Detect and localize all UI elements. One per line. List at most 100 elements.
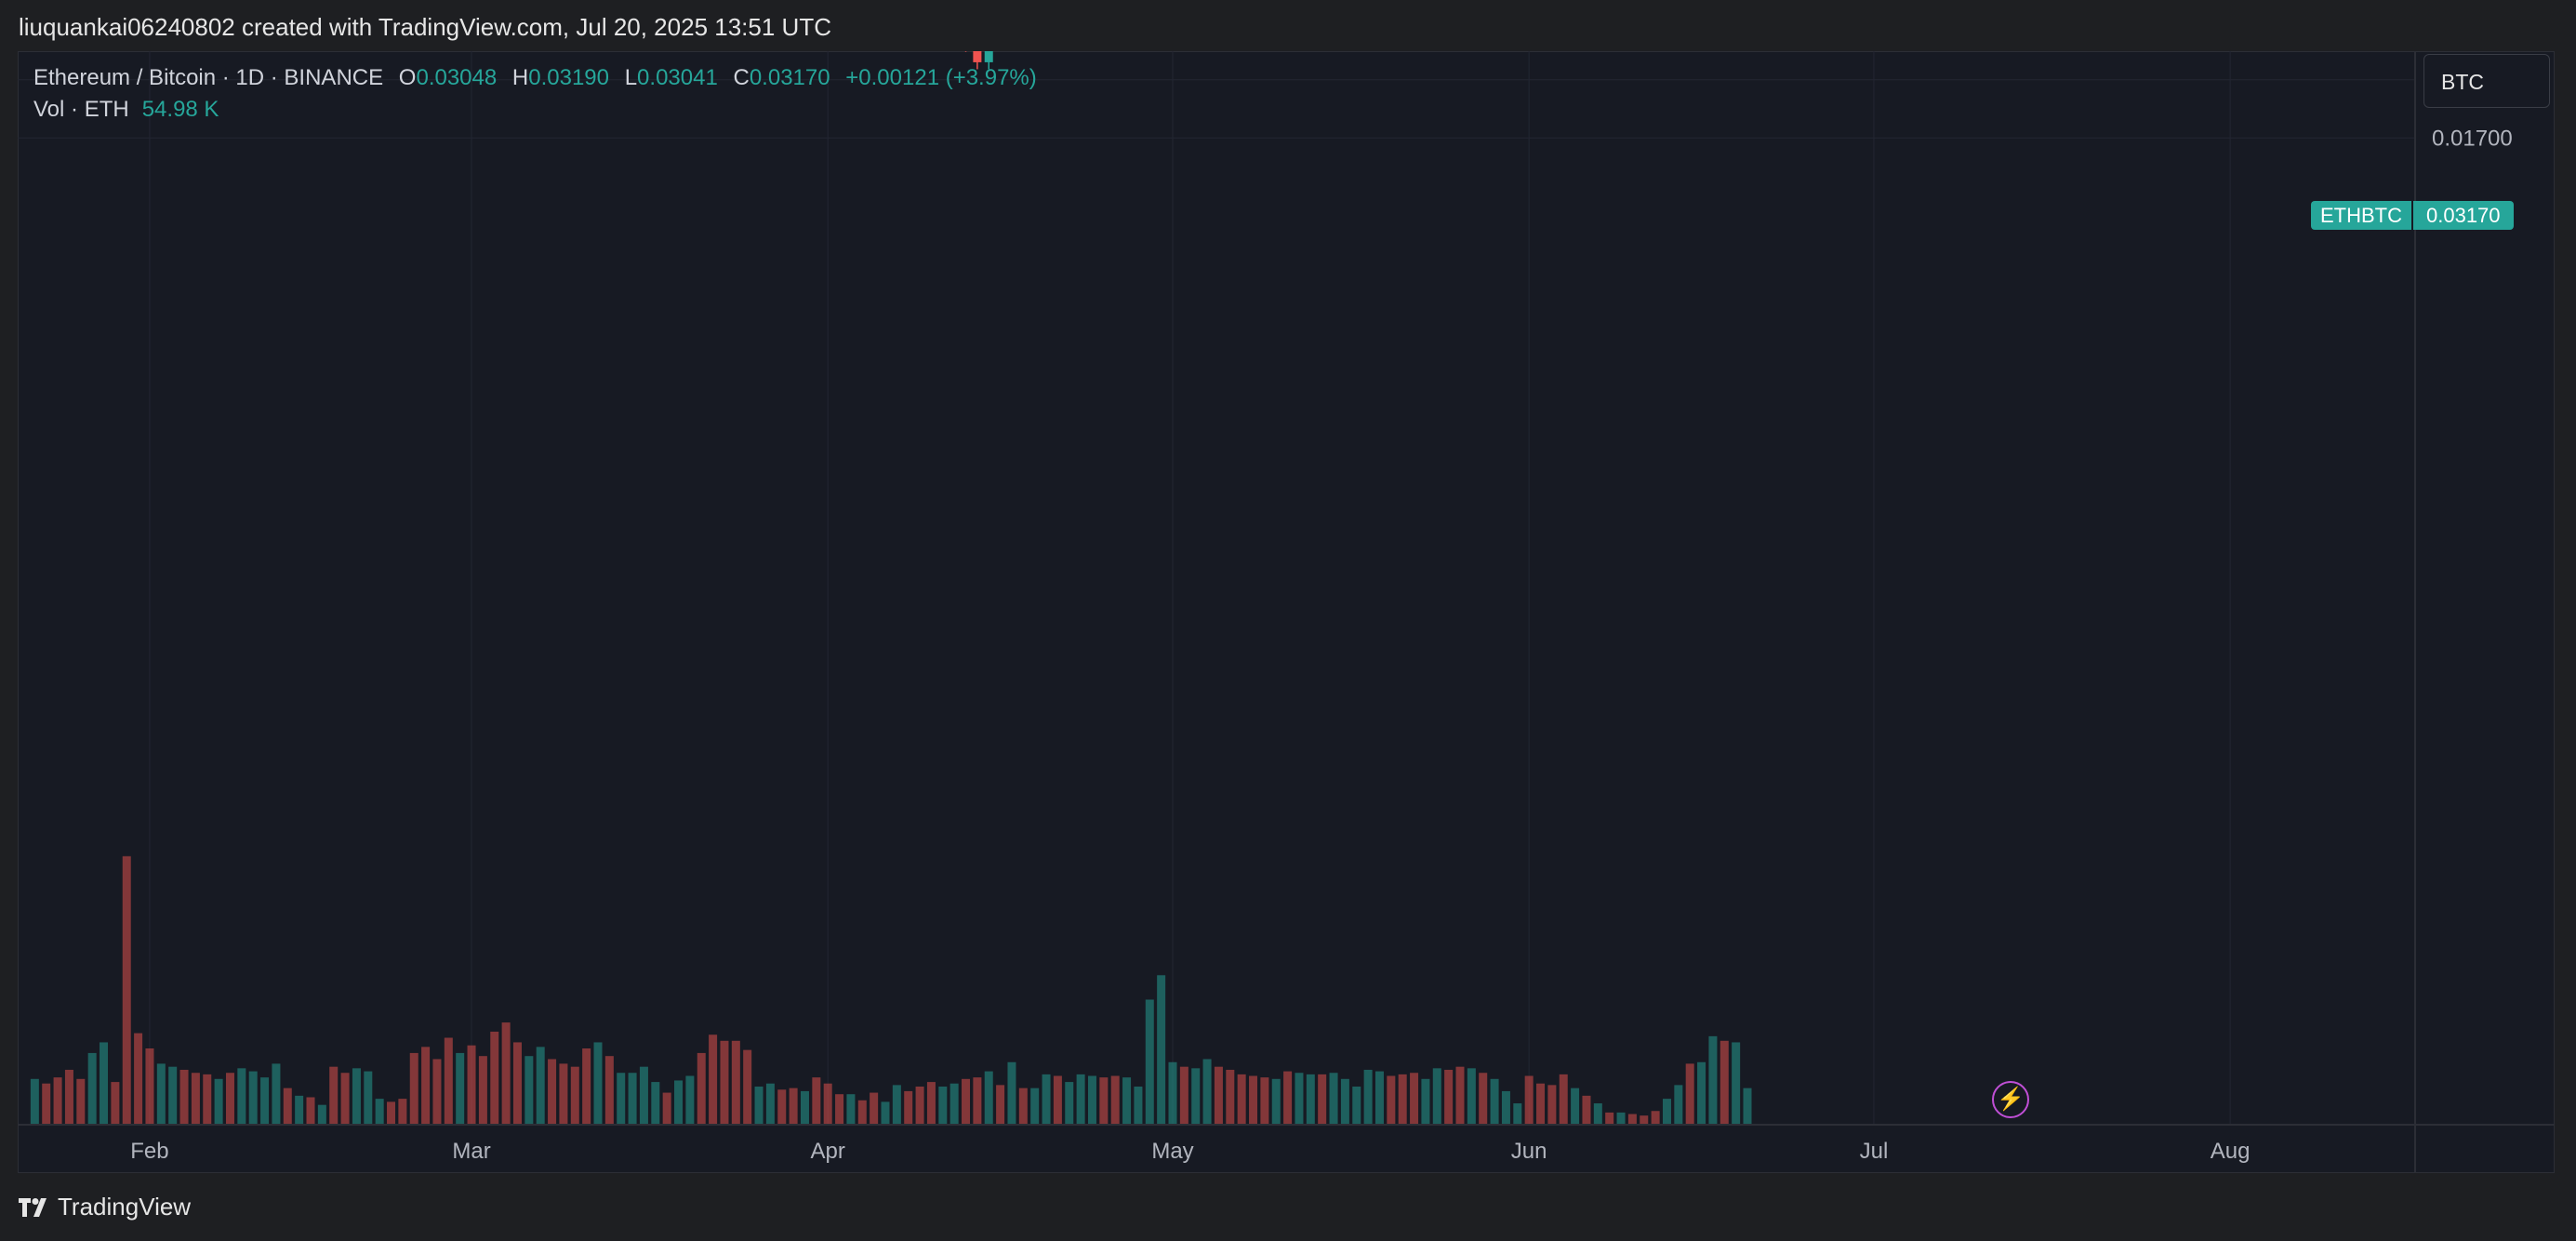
volume-bar (30, 1078, 39, 1125)
top-bar: liuquankai06240802 created with TradingV… (0, 0, 2576, 52)
candle (964, 51, 967, 52)
volume-bar (1179, 1066, 1188, 1125)
candle (984, 51, 993, 70)
brand-name: TradingView (58, 1193, 192, 1221)
volume-bar (87, 1052, 97, 1125)
volume-bar (1283, 1071, 1293, 1125)
volume-bar (64, 1069, 73, 1125)
volume-bar (1271, 1078, 1281, 1125)
volume-bar (582, 1048, 591, 1125)
volume-bar (973, 1077, 982, 1125)
chart-canvas[interactable]: 0.033000.032000.031000.030000.029000.028… (18, 51, 2555, 1173)
volume-bar (870, 1092, 879, 1125)
volume-bar (456, 1052, 465, 1125)
chart-panel[interactable] (18, 51, 2555, 1173)
volume-bar (145, 1048, 154, 1125)
volume-bar (1374, 1071, 1384, 1125)
change-value: +0.00121 (+3.97%) (845, 65, 1037, 90)
volume-bar (536, 1047, 545, 1125)
volume-bar (1571, 1088, 1580, 1125)
volume-bar (1467, 1068, 1476, 1125)
volume-bar (1593, 1103, 1602, 1125)
time-tick-label: May (1151, 1139, 1193, 1164)
volume-bar (272, 1063, 281, 1125)
volume-bar (1662, 1099, 1671, 1125)
time-axis[interactable]: Feb Mar Apr May Jun Jul Aug (130, 1139, 2250, 1164)
open-value: 0.03048 (416, 65, 498, 90)
flash-icon[interactable]: ⚡ (1992, 1081, 2029, 1118)
currency-button[interactable]: BTC (2423, 54, 2550, 108)
volume-bar (1134, 1087, 1143, 1125)
time-tick-label: Mar (452, 1139, 490, 1164)
volume-bar (398, 1099, 407, 1125)
candlesticks (964, 51, 993, 70)
volume-bar (179, 1069, 189, 1125)
volume-bar (248, 1071, 258, 1125)
volume-bar (432, 1059, 442, 1125)
time-tick-label: Feb (130, 1139, 168, 1164)
volume-bar (731, 1040, 740, 1125)
volume-label[interactable]: Vol · ETH (33, 97, 129, 122)
volume-bar (1536, 1083, 1546, 1125)
volume-bar (203, 1074, 212, 1125)
volume-bar (1640, 1115, 1649, 1125)
close-value: 0.03170 (749, 65, 830, 90)
tradingview-logo-icon (19, 1197, 46, 1217)
volume-bar (881, 1101, 890, 1125)
symbol-label[interactable]: Ethereum / Bitcoin · 1D · BINANCE (33, 65, 384, 90)
volume-bar (1226, 1069, 1235, 1125)
volume-bar (1191, 1068, 1201, 1125)
volume-bar (1479, 1073, 1488, 1125)
high-label: H (511, 65, 529, 90)
ohlc-legend: Ethereum / Bitcoin · 1D · BINANCE O0.030… (33, 65, 1037, 91)
volume-bar (1295, 1073, 1304, 1125)
volume-bar (628, 1073, 637, 1125)
price-tag-symbol: ETHBTC (2311, 201, 2411, 230)
volume-bar (1708, 1035, 1718, 1125)
volume-bar (800, 1090, 809, 1125)
volume-bar (662, 1092, 671, 1125)
volume-bar (570, 1066, 579, 1125)
volume-bar (1720, 1040, 1729, 1125)
volume-bar (812, 1077, 821, 1125)
volume-bar (478, 1056, 487, 1125)
volume-bar (501, 1022, 511, 1125)
volume-bar (1743, 1088, 1752, 1125)
volume-bar (237, 1068, 246, 1125)
candle-body (973, 51, 982, 62)
volume-bar (352, 1068, 361, 1125)
low-label: L (624, 65, 638, 90)
chart-credit: liuquankai06240802 created with TradingV… (19, 13, 831, 41)
time-tick-label: Apr (811, 1139, 845, 1164)
volume-bar (306, 1097, 315, 1125)
tradingview-logo[interactable]: TradingView (19, 1193, 191, 1221)
volume-bar (76, 1078, 86, 1125)
volume-legend: Vol · ETH 54.98 K (33, 97, 219, 123)
volume-bar (1318, 1074, 1327, 1125)
close-label: C (733, 65, 750, 90)
volume-bar (1087, 1075, 1096, 1125)
volume-bar (1387, 1075, 1396, 1125)
volume-value: 54.98 K (141, 97, 219, 122)
volume-bar (1627, 1114, 1637, 1125)
volume-bar (1157, 975, 1166, 1125)
volume-bar (709, 1034, 718, 1125)
volume-bar (617, 1073, 626, 1125)
volume-bar (1455, 1066, 1465, 1125)
candle (973, 51, 982, 70)
low-value: 0.03041 (637, 65, 718, 90)
volume-bar (962, 1078, 971, 1125)
volume-bar (835, 1094, 844, 1125)
volume-bar (938, 1087, 948, 1125)
volume-bar (467, 1045, 476, 1125)
volume-bar (949, 1083, 959, 1125)
volume-bar (548, 1059, 557, 1125)
volume-bar (1053, 1075, 1062, 1125)
volume-bar (1018, 1088, 1028, 1125)
volume-bar (996, 1085, 1005, 1125)
volume-bar (1168, 1061, 1177, 1125)
volume-bar (375, 1099, 384, 1125)
volume-bar (1582, 1095, 1591, 1125)
volume-bar (1421, 1078, 1430, 1125)
volume-bar (559, 1063, 568, 1125)
